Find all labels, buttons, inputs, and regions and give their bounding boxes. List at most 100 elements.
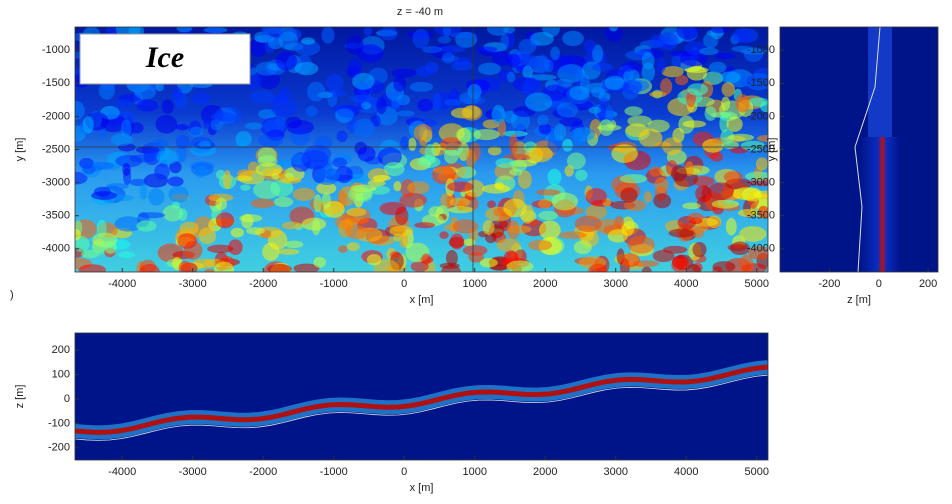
chart-title: z = -40 m — [397, 6, 443, 18]
texture — [241, 214, 253, 229]
texture — [693, 242, 707, 257]
texture — [503, 199, 527, 218]
texture — [353, 119, 375, 138]
texture — [346, 35, 364, 55]
texture — [414, 222, 435, 228]
x-tick-label: 5000 — [744, 466, 768, 478]
x-tick-label: 0 — [401, 466, 407, 478]
texture — [536, 189, 561, 195]
texture — [550, 47, 560, 61]
texture — [175, 124, 188, 130]
texture — [574, 240, 592, 254]
texture — [518, 39, 536, 54]
texture — [397, 110, 415, 116]
texture — [709, 62, 727, 73]
x-tick-label: -2000 — [249, 278, 277, 290]
texture — [313, 257, 326, 268]
texture — [605, 76, 625, 90]
texture — [614, 216, 624, 228]
texture — [551, 193, 578, 211]
y-tick-label: -2000 — [42, 110, 70, 122]
texture — [156, 150, 179, 164]
texture — [250, 91, 275, 104]
texture — [654, 177, 668, 193]
texture — [199, 141, 212, 147]
texture — [314, 167, 340, 185]
texture — [214, 262, 234, 279]
y-tick-label: -1500 — [42, 77, 70, 89]
texture — [162, 99, 174, 114]
texture — [464, 238, 476, 246]
texture — [136, 220, 156, 231]
texture — [211, 112, 236, 121]
texture — [459, 92, 481, 104]
texture — [168, 186, 188, 203]
texture — [414, 124, 433, 142]
y-tick-label: -2000 — [747, 110, 775, 122]
x-tick-label: 0 — [401, 278, 407, 290]
x-axis-label: z [m] — [847, 294, 871, 306]
texture — [321, 27, 334, 44]
x-tick-label: 0 — [876, 278, 882, 290]
texture — [591, 87, 605, 97]
texture — [457, 128, 471, 144]
texture — [305, 106, 317, 117]
texture — [663, 246, 687, 254]
texture — [111, 133, 133, 146]
texture — [155, 115, 177, 134]
texture — [687, 83, 708, 95]
texture — [348, 186, 373, 202]
texture — [442, 52, 455, 64]
texture — [282, 222, 302, 230]
texture — [623, 63, 635, 72]
texture — [609, 23, 618, 31]
texture — [395, 207, 408, 225]
texture — [390, 226, 414, 237]
texture — [722, 82, 736, 97]
texture — [284, 241, 303, 248]
texture — [177, 23, 193, 32]
texture — [544, 59, 554, 72]
texture — [622, 80, 642, 94]
figure: ) Icez = -40 m-4000-3000-2000-1000010002… — [0, 0, 952, 504]
texture — [444, 99, 461, 106]
y-tick-label: -2500 — [42, 143, 70, 155]
texture — [105, 241, 117, 254]
texture — [687, 66, 707, 81]
texture — [461, 105, 482, 121]
texture — [562, 31, 584, 46]
texture — [92, 162, 114, 170]
texture — [192, 93, 211, 105]
texture — [575, 170, 587, 181]
texture — [644, 191, 652, 202]
texture — [240, 184, 250, 190]
texture — [312, 219, 320, 235]
texture — [724, 171, 743, 182]
texture — [268, 37, 283, 49]
texture — [584, 39, 596, 51]
texture — [408, 138, 416, 152]
texture — [570, 127, 595, 141]
x-tick-label: 2000 — [533, 278, 557, 290]
texture — [393, 234, 402, 242]
texture — [733, 30, 752, 43]
texture — [620, 174, 648, 183]
image — [75, 333, 768, 460]
annotation: Ice — [145, 41, 184, 74]
texture — [451, 61, 473, 71]
texture — [708, 182, 734, 200]
texture — [599, 98, 608, 106]
texture — [255, 163, 282, 176]
texture — [492, 105, 506, 125]
texture — [301, 150, 328, 170]
texture — [739, 226, 766, 242]
texture — [338, 245, 348, 252]
texture — [250, 199, 274, 208]
texture — [676, 21, 699, 40]
texture — [538, 211, 558, 221]
texture — [118, 251, 135, 258]
texture — [653, 193, 671, 208]
texture — [277, 249, 299, 255]
texture — [391, 97, 401, 109]
texture — [559, 231, 587, 239]
